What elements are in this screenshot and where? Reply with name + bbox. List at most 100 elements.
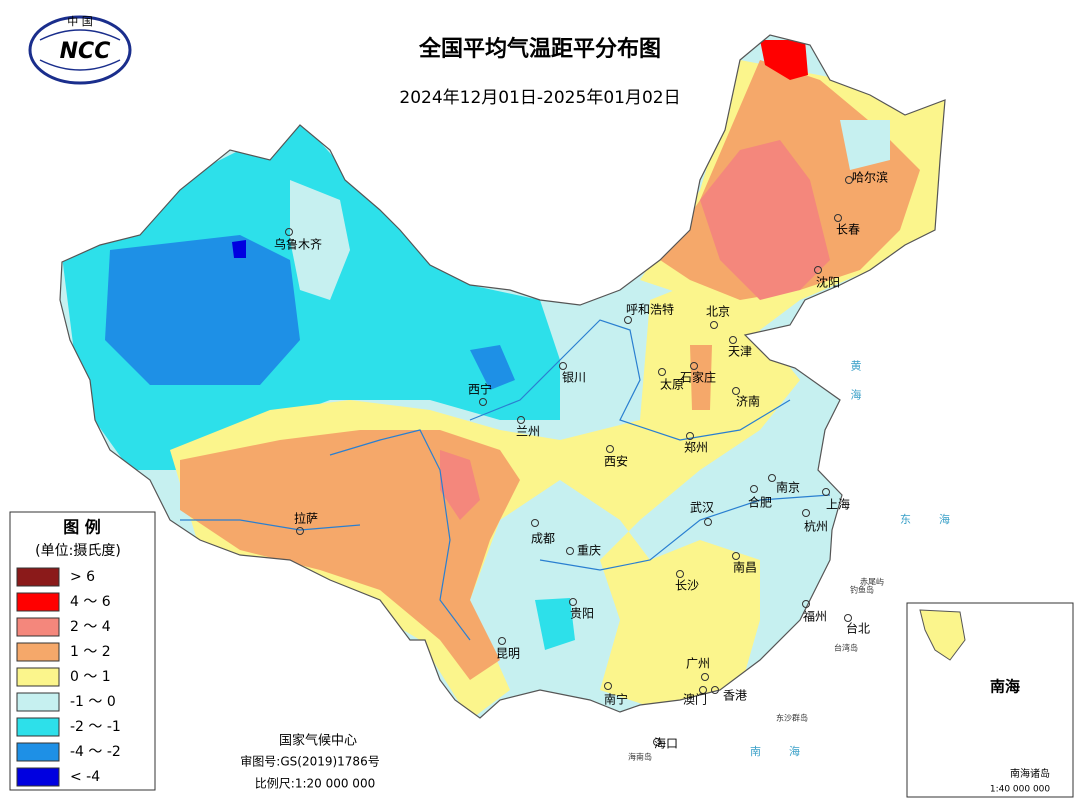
anomaly-region (440, 450, 480, 520)
city-marker (844, 614, 852, 622)
legend-items: > 6 4 ～ 6 2 ～ 4 1 ～ 2 0 ～ 1 -1 ～ 0 -2 ～ -1 -4 ～… (16, 567, 121, 787)
city-label: 太原 (660, 377, 684, 392)
city-label: 广州 (686, 657, 710, 671)
legend-label: -4 ～ -2 (70, 744, 121, 760)
island-label: 东沙群岛 (776, 713, 808, 723)
city-marker (732, 387, 740, 395)
city-label: 昆明 (496, 647, 520, 661)
legend-swatch (16, 692, 60, 712)
city-marker (296, 527, 304, 535)
city-label: 天津 (728, 345, 752, 359)
city-marker (710, 321, 718, 329)
legend-label: -1 ～ 0 (70, 694, 116, 710)
city-marker (834, 214, 842, 222)
city-label: 澳门 (683, 692, 707, 707)
legend-swatch (16, 642, 60, 662)
city-marker (699, 686, 707, 694)
city-marker (624, 316, 632, 324)
footer-agency: 国家气候中心 (279, 733, 357, 749)
city-marker (729, 336, 737, 344)
legend-label: -2 ～ -1 (70, 719, 121, 735)
city-marker (531, 519, 539, 527)
legend-label: > 6 (70, 569, 95, 585)
legend-swatch (16, 742, 60, 762)
city-label: 西安 (604, 454, 628, 469)
city-marker (802, 509, 810, 517)
city-label: 济南 (736, 394, 760, 409)
footer-review: 审图号:GS(2019)1786号 (240, 754, 379, 769)
city-marker (653, 738, 661, 746)
anomaly-region (760, 40, 808, 80)
anomaly-region (290, 180, 350, 300)
city-marker (569, 598, 577, 606)
city-label: 长沙 (675, 579, 699, 593)
legend-swatch (16, 617, 60, 637)
logo-top: 中 国 (67, 15, 93, 28)
city-label: 上海 (826, 497, 850, 512)
city-label: 福州 (803, 609, 827, 624)
city-marker (285, 228, 293, 236)
sea-label: 黄海 (849, 359, 862, 418)
island-label: 台湾岛 (834, 643, 858, 653)
city-label: 香港 (723, 689, 747, 703)
anomaly-region (232, 240, 246, 258)
city-label: 贵阳 (570, 607, 594, 621)
city-label: 银川 (562, 371, 586, 385)
city-label: 武汉 (690, 501, 714, 515)
date-range: 2024年12月01日-2025年01月02日 (399, 88, 680, 108)
city-label: 北京 (706, 305, 730, 319)
anomaly-region (700, 140, 830, 300)
island-label: 钓鱼岛 (850, 585, 874, 595)
legend-swatch (16, 767, 60, 787)
city-label: 石家庄 (680, 370, 716, 385)
city-label: 长春 (836, 223, 860, 237)
city-label: 重庆 (577, 544, 601, 558)
city-marker (517, 416, 525, 424)
city-label: 杭州 (804, 519, 828, 534)
rivers (180, 319, 831, 641)
inset-title: 南海 (990, 678, 1020, 696)
anomaly-region (840, 120, 890, 170)
city-marker (732, 552, 740, 560)
anomaly-region (180, 430, 520, 680)
legend-swatch (16, 592, 60, 612)
city-label: 兰州 (516, 425, 540, 439)
footer-scale: 比例尺:1:20 000 000 (255, 777, 375, 791)
legend-title: 图 例 (63, 518, 101, 537)
legend-label: 0 ～ 1 (70, 669, 111, 685)
city-label: 呼和浩特 (626, 302, 674, 317)
anomaly-region (470, 345, 515, 390)
city-marker (606, 445, 614, 453)
sea-label: 南海 (750, 744, 828, 758)
city-marker (814, 266, 822, 274)
city-label: 南昌 (733, 560, 757, 575)
anomaly-region (105, 235, 300, 385)
legend-label: 4 ～ 6 (70, 594, 111, 610)
city-label: 拉萨 (294, 511, 318, 526)
city-marker (701, 673, 709, 681)
legend-swatch (16, 667, 60, 687)
anomaly-region (535, 598, 575, 650)
city-marker (566, 547, 574, 555)
city-label: 郑州 (684, 440, 708, 455)
city-marker (479, 398, 487, 406)
city-label: 台北 (846, 621, 870, 636)
sea-label: 东海 (900, 512, 978, 526)
city-marker (822, 488, 830, 496)
city-label: 乌鲁木齐 (274, 237, 322, 252)
city-label: 合肥 (748, 495, 772, 510)
city-marker (711, 686, 719, 694)
city-label: 海口 (654, 736, 678, 751)
city-marker (845, 176, 853, 184)
city-label: 哈尔滨 (852, 170, 888, 185)
city-marker (658, 368, 666, 376)
city-marker (690, 362, 698, 370)
inset-land (919, 609, 966, 661)
city-marker (802, 600, 810, 608)
legend-label: 2 ～ 4 (70, 619, 111, 635)
city-label: 南京 (776, 480, 800, 495)
legend-swatch (16, 717, 60, 737)
